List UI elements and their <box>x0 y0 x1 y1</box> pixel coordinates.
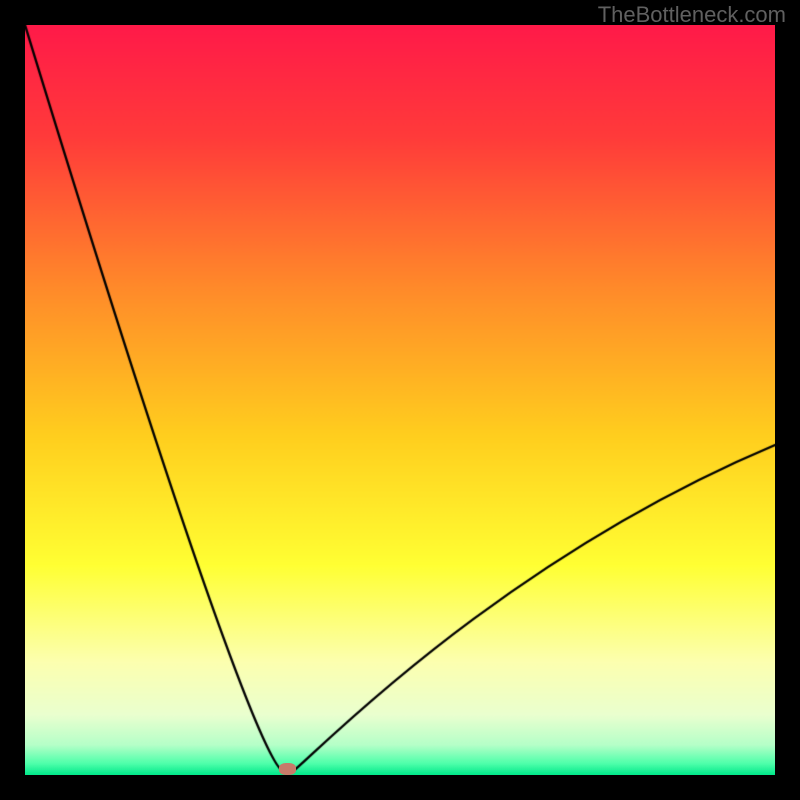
bottleneck-curve <box>25 25 775 775</box>
watermark-text: TheBottleneck.com <box>598 2 786 28</box>
plot-area <box>25 25 775 775</box>
bottleneck-marker <box>279 763 296 775</box>
